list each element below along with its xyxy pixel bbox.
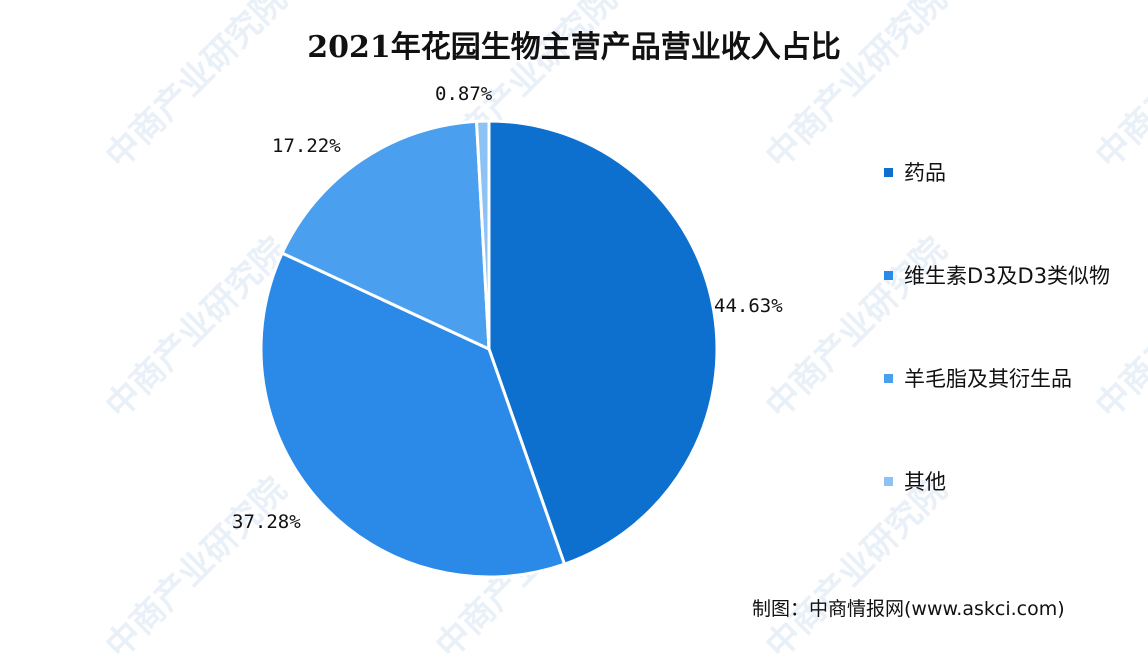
legend-label-4: 其他 [904,470,946,494]
legend-item-4: 其他 [884,461,1110,501]
data-label-2: 37.28% [232,511,301,533]
legend-label-1: 药品 [904,161,946,185]
legend-swatch-3 [884,373,893,383]
legend-label-2: 维生素D3及D3类似物 [904,264,1111,288]
legend-swatch-2 [884,270,893,280]
legend-swatch-1 [884,167,893,177]
data-label-4: 0.87% [435,83,493,105]
legend-swatch-4 [884,476,893,486]
data-label-1: 44.63% [714,295,783,317]
source-note: 制图：中商情报网(www.askci.com) [752,598,1065,620]
legend-item-2: 维生素D3及D3类似物 [884,255,1110,295]
legend-item-3: 羊毛脂及其衍生品 [884,358,1110,398]
chart-title: 2021年花园生物主营产品营业收入占比 [307,30,841,65]
data-label-3: 17.22% [272,135,341,157]
pie-slice-4 [474,119,491,350]
pie-slice-2 [259,251,567,579]
legend-label-3: 羊毛脂及其衍生品 [904,367,1072,391]
legend: 药品 维生素D3及D3类似物 羊毛脂及其衍生品 其他 [884,152,1110,564]
legend-item-1: 药品 [884,152,1110,192]
pie-slice-1 [487,119,719,567]
pie-slice-3 [280,119,491,352]
